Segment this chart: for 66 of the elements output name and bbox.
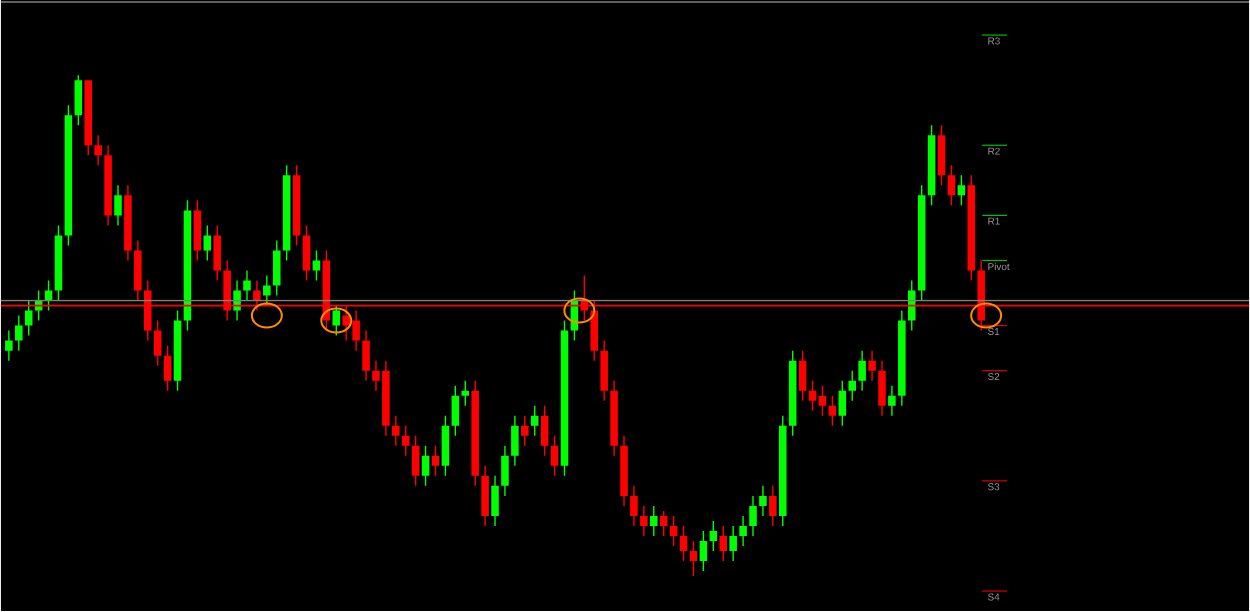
- candlestick: [213, 225, 221, 281]
- candlestick: [193, 200, 202, 261]
- candlestick: [917, 185, 926, 301]
- candlestick: [15, 316, 23, 352]
- candlestick: [769, 486, 777, 527]
- candlestick: [858, 351, 866, 392]
- candlestick: [650, 506, 658, 537]
- candlestick: [74, 75, 83, 126]
- candlestick: [937, 125, 946, 186]
- candlestick: [719, 526, 727, 562]
- candlestick: [848, 371, 856, 402]
- candlestick: [511, 416, 519, 467]
- candlestick: [600, 341, 608, 402]
- candlestick: [878, 361, 886, 417]
- candlestick: [491, 476, 499, 527]
- candlestick: [243, 270, 251, 301]
- candlestick: [84, 80, 93, 156]
- candlestick: [183, 200, 192, 332]
- candlestick: [739, 516, 747, 547]
- candlestick: [967, 175, 976, 281]
- candlestick: [788, 351, 797, 437]
- candlestick: [302, 225, 311, 281]
- candlestick: [153, 321, 162, 367]
- candlestick: [5, 331, 13, 362]
- candlestick: [134, 240, 142, 301]
- candlestick: [54, 225, 63, 301]
- candlestick: [263, 275, 271, 306]
- candlestick: [560, 321, 569, 477]
- candlestick: [292, 165, 301, 246]
- candlestick: [759, 486, 767, 517]
- candlestick: [401, 426, 410, 457]
- candlestick: [798, 351, 807, 402]
- candlestick: [173, 310, 182, 392]
- candlestick: [362, 331, 370, 382]
- candlestick: [907, 280, 916, 332]
- candlestick: [461, 381, 470, 407]
- candlestick: [640, 506, 648, 537]
- candlestick: [898, 310, 906, 407]
- candlestick: [868, 351, 876, 382]
- candlestick: [540, 406, 549, 457]
- candlestick: [471, 381, 479, 487]
- candlestick: [481, 466, 489, 527]
- candlestick: [441, 416, 450, 477]
- candlestick: [233, 280, 241, 322]
- candlestick: [104, 145, 112, 226]
- candlestick: [411, 436, 420, 487]
- candlestick: [779, 416, 787, 527]
- candlestick: [64, 105, 73, 246]
- candlestick: [888, 386, 896, 417]
- candlestick: [610, 381, 618, 457]
- candlestick: [838, 381, 847, 427]
- candlestick: [630, 486, 638, 527]
- candlestick: [927, 125, 936, 206]
- candlestick: [451, 386, 460, 437]
- candlestick: [392, 416, 400, 447]
- candlestick: [521, 416, 529, 447]
- candlestick: [272, 240, 281, 296]
- candlestick: [124, 185, 132, 261]
- candlestick: [94, 135, 102, 166]
- candlestick: [620, 436, 628, 507]
- candlestick: [729, 526, 737, 562]
- candlestick: [163, 346, 172, 392]
- candlestick: [114, 185, 122, 226]
- candlestick: [749, 496, 757, 537]
- candlestick: [282, 165, 291, 261]
- candlestick: [501, 446, 509, 497]
